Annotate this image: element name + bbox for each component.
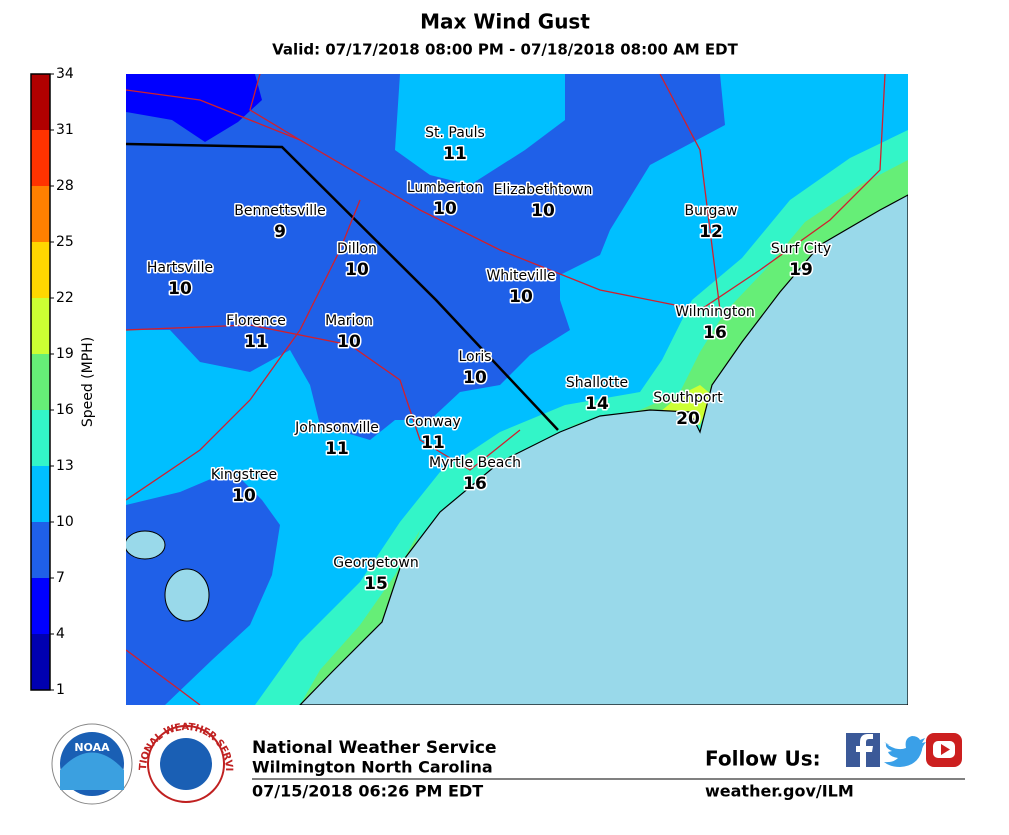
colorbar-label: Speed (MPH) xyxy=(80,337,96,427)
state-line xyxy=(126,142,559,431)
noaa-logo-text: NOAA xyxy=(74,741,110,754)
city-name: Conway xyxy=(405,414,461,430)
colorbar-tick-label: 10 xyxy=(56,514,74,530)
city-value: 10 xyxy=(463,368,487,388)
city-value: 16 xyxy=(463,474,487,494)
title: Max Wind Gust xyxy=(420,10,590,34)
city-name: Florence xyxy=(226,313,286,329)
city-value: 9 xyxy=(274,222,286,242)
colorbar-bin xyxy=(31,298,50,354)
colorbar-bin xyxy=(31,466,50,522)
colorbar-tick-label: 28 xyxy=(56,178,74,194)
zone xyxy=(126,74,262,142)
city-name: Hartsville xyxy=(147,260,213,276)
city-value: 10 xyxy=(232,486,256,506)
city-value: 11 xyxy=(421,433,445,453)
noaa-logo-wave xyxy=(60,752,124,790)
city-name: Johnsonville xyxy=(294,420,379,436)
city-value: 14 xyxy=(585,394,609,414)
city-value: 11 xyxy=(325,439,349,459)
lake xyxy=(164,568,210,622)
colorbar-bin xyxy=(31,354,50,410)
city-name: Kingstree xyxy=(211,467,277,483)
colorbar-tick-label: 25 xyxy=(56,234,74,250)
twitter-icon[interactable] xyxy=(884,736,926,767)
city-value: 10 xyxy=(337,332,361,352)
colorbar-bin xyxy=(31,578,50,634)
zone xyxy=(126,74,725,440)
subtitle: Valid: 07/17/2018 08:00 PM - 07/18/2018 … xyxy=(272,41,738,59)
roads xyxy=(126,74,886,705)
city-name: Burgaw xyxy=(685,203,738,219)
colorbar-tick-label: 22 xyxy=(56,290,74,306)
city-value: 12 xyxy=(699,222,723,242)
city-value: 11 xyxy=(443,144,467,164)
colorbar-tick-label: 1 xyxy=(56,682,65,698)
facebook-glyph xyxy=(856,734,873,767)
city-value: 10 xyxy=(433,199,457,219)
colorbar-bin xyxy=(31,634,50,690)
colorbar-tick-label: 19 xyxy=(56,346,74,362)
colorbar-bin xyxy=(31,242,50,298)
city-value: 10 xyxy=(345,260,369,280)
colorbar-tick-label: 16 xyxy=(56,402,74,418)
colorbar-bin xyxy=(31,130,50,186)
colorbar-tick-label: 31 xyxy=(56,122,74,138)
issued: 07/15/2018 06:26 PM EDT xyxy=(252,782,483,801)
location: Wilmington North Carolina xyxy=(252,758,493,777)
city-name: Marion xyxy=(325,313,373,329)
colorbar-bin xyxy=(31,522,50,578)
lake xyxy=(126,530,166,560)
youtube-play xyxy=(941,744,950,755)
city-value: 10 xyxy=(531,201,555,221)
zone xyxy=(300,530,420,705)
city-name: Shallotte xyxy=(566,375,628,391)
ocean xyxy=(299,194,908,705)
city-name: Southport xyxy=(653,390,723,406)
nws-logo-inner xyxy=(160,738,212,790)
city-value: 15 xyxy=(364,574,388,594)
colorbar-frame xyxy=(30,73,51,691)
city-value: 19 xyxy=(789,260,813,280)
city-name: Dillon xyxy=(337,241,377,257)
city-name: Bennettsville xyxy=(234,203,325,219)
map: St. Pauls 11 Lumberton 10 Elizabethtown 10 Ben… xyxy=(126,74,908,705)
city-name: Surf City xyxy=(771,241,831,257)
colorbar-tick-label: 13 xyxy=(56,458,74,474)
city-name: Wilmington xyxy=(675,304,755,320)
city-name: Myrtle Beach xyxy=(429,455,521,471)
colorbar-bin xyxy=(31,410,50,466)
city-name: Loris xyxy=(458,349,491,365)
city-name: Georgetown xyxy=(333,555,418,571)
colorbar-bin xyxy=(31,74,50,130)
city-name: St. Pauls xyxy=(425,125,485,141)
colorbar-tick-label: 4 xyxy=(56,626,65,642)
city-name: Whiteville xyxy=(486,268,555,284)
city-value: 11 xyxy=(244,332,268,352)
colorbar: 1 4 7 10 13 16 19 22 25 28 31 34 xyxy=(30,66,74,698)
city-value: 10 xyxy=(509,287,533,307)
city-name: Lumberton xyxy=(407,180,483,196)
colorbar-bin xyxy=(31,186,50,242)
office: National Weather Service xyxy=(252,738,497,758)
city-value: 20 xyxy=(676,409,700,429)
colorbar-tick-label: 34 xyxy=(56,66,74,82)
url: weather.gov/ILM xyxy=(705,782,854,801)
follow: Follow Us: xyxy=(705,747,821,771)
city-value: 16 xyxy=(703,323,727,343)
colorbar-tick-label: 7 xyxy=(56,570,65,586)
city-value: 10 xyxy=(168,279,192,299)
city-name: Elizabethtown xyxy=(494,182,593,198)
